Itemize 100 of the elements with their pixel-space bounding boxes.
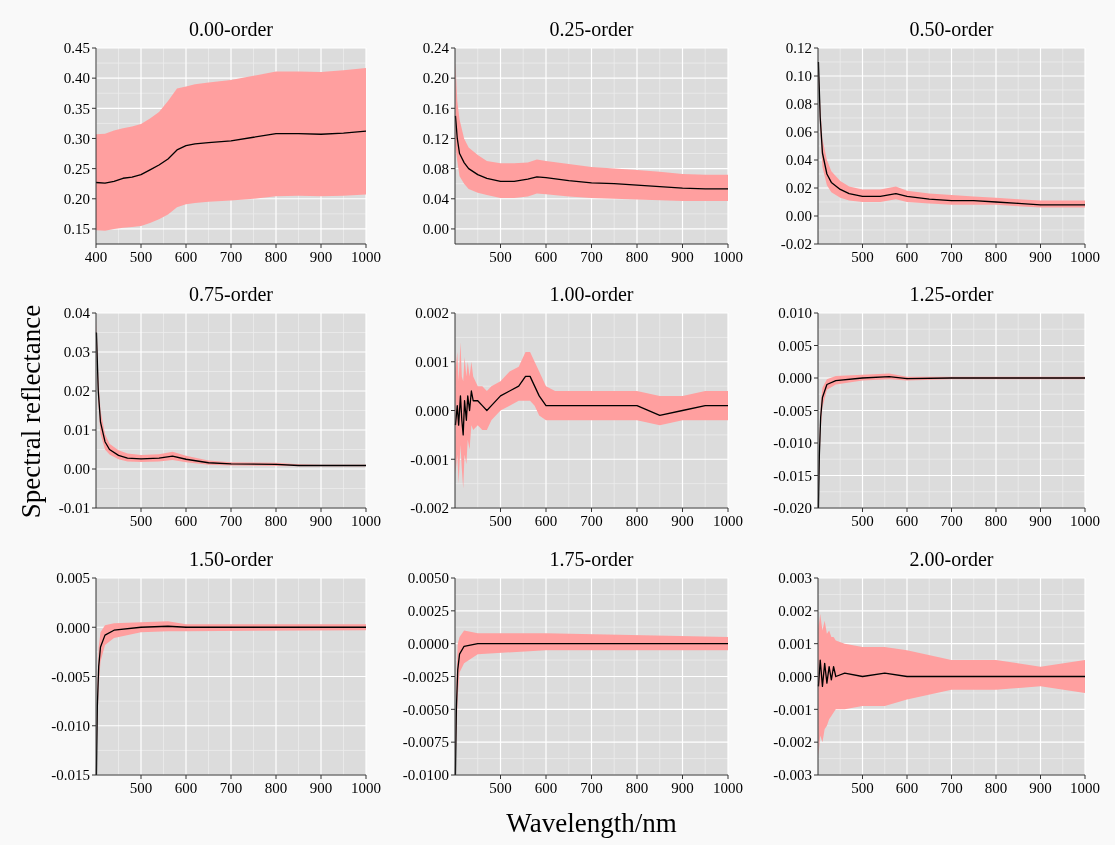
x-tick-label: 900 (1029, 249, 1052, 265)
y-tick-label: 0.003 (778, 570, 812, 587)
y-tick-label: 0.000 (56, 619, 90, 636)
y-tick-label: 0.002 (778, 603, 812, 620)
x-tick-label: 800 (264, 780, 288, 796)
x-tick-label: 800 (625, 513, 649, 529)
y-tick-label: 0.0025 (407, 603, 449, 620)
x-tick-label: 1000 (1070, 513, 1100, 529)
y-tick-label: -0.002 (773, 734, 812, 751)
x-tick-label: 900 (671, 780, 694, 796)
x-axis-title: Wavelength/nm (506, 808, 677, 838)
x-tick-label: 700 (219, 249, 243, 265)
chart-title: 1.00-order (549, 283, 634, 305)
y-tick-label: 0.25 (63, 160, 90, 177)
y-tick-label: 0.0050 (407, 570, 449, 587)
x-tick-label: 900 (671, 513, 694, 529)
y-tick-label: 0.00 (422, 221, 449, 238)
x-tick-label: 800 (264, 513, 288, 529)
y-tick-label: -0.02 (780, 236, 812, 253)
x-tick-label: 600 (174, 513, 198, 529)
x-tick-label: 600 (534, 513, 558, 529)
y-tick-label: -0.0075 (402, 734, 449, 751)
x-tick-label: 800 (625, 780, 649, 796)
y-tick-label: 0.002 (415, 305, 449, 322)
x-tick-label: 800 (984, 780, 1008, 796)
chart-title: 1.50-order (189, 548, 274, 570)
x-tick-label: 600 (895, 249, 919, 265)
y-tick-label: 0.16 (422, 100, 450, 117)
y-tick-label: -0.005 (51, 668, 90, 685)
y-tick-label: 0.45 (63, 40, 90, 57)
x-tick-label: 600 (174, 780, 198, 796)
x-tick-label: 1000 (351, 780, 381, 796)
x-tick-label: 600 (534, 249, 558, 265)
y-tick-label: 0.12 (785, 40, 812, 57)
x-tick-label: 900 (671, 249, 694, 265)
y-tick-label: -0.002 (410, 500, 449, 517)
y-tick-label: -0.010 (51, 718, 90, 734)
y-tick-label: 0.00 (63, 461, 90, 478)
y-tick-label: 0.08 (422, 160, 449, 177)
chart-title: 0.75-order (189, 283, 274, 305)
y-tick-label: 0.04 (785, 152, 813, 169)
x-tick-label: 500 (851, 780, 874, 796)
y-tick-label: 0.10 (785, 68, 812, 85)
x-tick-label: 1000 (1070, 780, 1100, 796)
y-tick-label: 0.00 (785, 208, 812, 225)
x-tick-label: 900 (309, 513, 333, 529)
y-tick-label: -0.0050 (402, 701, 449, 718)
y-tick-label: -0.0025 (402, 668, 449, 685)
x-tick-label: 500 (851, 513, 874, 529)
y-tick-label: -0.01 (58, 500, 90, 517)
y-tick-label: 0.04 (422, 191, 450, 208)
x-tick-label: 800 (984, 249, 1008, 265)
x-tick-label: 1000 (351, 513, 381, 529)
y-tick-label: 0.010 (778, 305, 812, 322)
y-tick-label: 0.000 (778, 668, 812, 685)
y-tick-label: 0.000 (778, 370, 812, 387)
x-tick-label: 600 (174, 249, 198, 265)
x-tick-label: 700 (580, 780, 603, 796)
x-tick-label: 500 (489, 780, 512, 796)
y-tick-label: 0.20 (422, 70, 449, 87)
chart-title: 1.75-order (549, 548, 634, 570)
y-tick-label: -0.001 (410, 451, 449, 468)
y-tick-label: 0.06 (785, 124, 813, 141)
y-tick-label: -0.003 (773, 767, 812, 784)
x-tick-label: 700 (580, 249, 603, 265)
x-tick-label: 500 (129, 780, 153, 796)
chart-title: 0.25-order (549, 18, 634, 40)
y-tick-label: 0.35 (63, 100, 90, 117)
y-tick-label: -0.005 (773, 402, 812, 419)
x-tick-label: 600 (895, 513, 919, 529)
chart-title: 2.00-order (909, 548, 994, 570)
y-tick-label: 0.000 (415, 402, 449, 419)
y-tick-label: 0.02 (785, 180, 812, 197)
y-tick-label: -0.015 (51, 767, 90, 784)
x-tick-label: 500 (489, 249, 512, 265)
x-tick-label: 900 (309, 249, 333, 265)
y-tick-label: -0.015 (773, 467, 812, 484)
x-tick-label: 800 (625, 249, 649, 265)
y-tick-label: 0.30 (63, 130, 90, 147)
x-tick-label: 700 (219, 780, 243, 796)
y-tick-label: 0.40 (63, 70, 90, 87)
y-tick-label: 0.001 (778, 635, 812, 652)
y-tick-label: 0.08 (785, 96, 812, 113)
y-tick-label: -0.0100 (402, 767, 449, 784)
x-tick-label: 1000 (1070, 249, 1100, 265)
y-tick-label: 0.20 (63, 191, 90, 208)
x-tick-label: 800 (264, 249, 288, 265)
x-tick-label: 800 (984, 513, 1008, 529)
y-tick-label: 0.24 (422, 40, 450, 57)
x-tick-label: 700 (940, 249, 963, 265)
y-tick-label: 0.15 (63, 221, 90, 238)
x-tick-label: 1000 (351, 249, 381, 265)
x-tick-label: 700 (940, 513, 963, 529)
y-tick-label: -0.001 (773, 701, 812, 718)
chart-title: 0.00-order (189, 18, 274, 40)
y-tick-label: -0.020 (773, 500, 812, 517)
x-tick-label: 900 (1029, 780, 1052, 796)
chart-title: 1.25-order (909, 283, 994, 305)
x-tick-label: 500 (129, 513, 153, 529)
x-tick-label: 700 (219, 513, 243, 529)
